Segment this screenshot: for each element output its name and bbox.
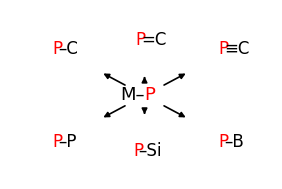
Text: =C: =C (142, 31, 167, 49)
Text: –P: –P (59, 133, 77, 151)
Text: P: P (219, 40, 229, 58)
Text: –Si: –Si (139, 142, 162, 160)
Text: P: P (53, 40, 63, 58)
Text: –C: –C (59, 40, 78, 58)
Text: P: P (144, 86, 155, 105)
Text: –B: –B (225, 133, 244, 151)
Text: P: P (136, 31, 146, 49)
Text: P: P (53, 133, 63, 151)
Text: P: P (219, 133, 229, 151)
Text: M–: M– (120, 86, 144, 105)
Text: ≡C: ≡C (225, 40, 250, 58)
Text: P: P (133, 142, 143, 160)
